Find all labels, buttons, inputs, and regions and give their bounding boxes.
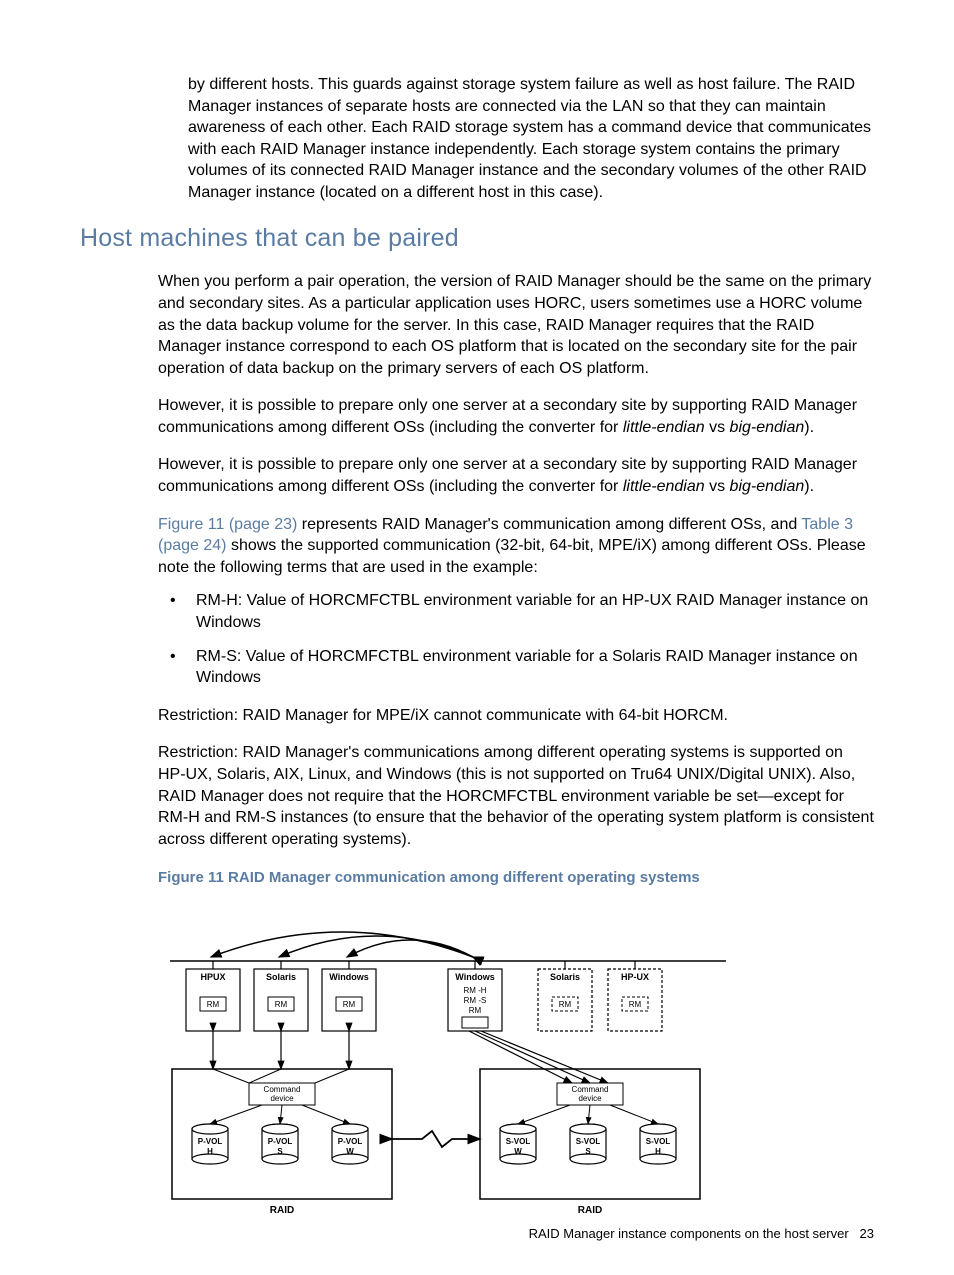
- svg-text:S-VOL: S-VOL: [506, 1137, 531, 1146]
- p3-italic-1: little-endian: [623, 478, 705, 495]
- svg-text:W: W: [346, 1147, 354, 1156]
- svg-text:W: W: [514, 1147, 522, 1156]
- svg-text:Windows: Windows: [455, 972, 494, 982]
- p3-end: ).: [804, 478, 814, 495]
- p2-italic-2: big-endian: [730, 419, 805, 436]
- svg-text:HPUX: HPUX: [200, 972, 225, 982]
- svg-text:P-VOL: P-VOL: [338, 1137, 363, 1146]
- svg-text:Command: Command: [572, 1085, 609, 1094]
- section-heading: Host machines that can be paired: [80, 222, 874, 256]
- svg-text:Solaris: Solaris: [550, 972, 580, 982]
- svg-text:RM: RM: [343, 1000, 356, 1009]
- paragraph-3: However, it is possible to prepare only …: [158, 454, 874, 497]
- p3-italic-2: big-endian: [730, 478, 805, 495]
- svg-text:RM: RM: [207, 1000, 220, 1009]
- paragraph-1: When you perform a pair operation, the v…: [158, 271, 874, 379]
- svg-text:RAID: RAID: [578, 1205, 602, 1216]
- p2-italic-1: little-endian: [623, 419, 705, 436]
- svg-text:H: H: [655, 1147, 661, 1156]
- svg-text:RAID: RAID: [270, 1205, 294, 1216]
- svg-text:RM: RM: [469, 1006, 482, 1015]
- svg-text:device: device: [578, 1094, 602, 1103]
- continued-paragraph: by different hosts. This guards against …: [188, 74, 874, 204]
- p2-mid: vs: [705, 419, 730, 436]
- paragraph-6: Restriction: RAID Manager's communicatio…: [158, 742, 874, 850]
- figure-diagram: HPUX RM Solaris RM Windows RM Windows RM -HRM -…: [158, 899, 874, 1236]
- svg-text:S: S: [277, 1147, 283, 1156]
- svg-text:P-VOL: P-VOL: [198, 1137, 223, 1146]
- svg-text:RM: RM: [275, 1000, 288, 1009]
- svg-text:H: H: [207, 1147, 213, 1156]
- svg-text:S-VOL: S-VOL: [576, 1137, 601, 1146]
- svg-text:Solaris: Solaris: [266, 972, 296, 982]
- svg-text:RM -S: RM -S: [464, 996, 487, 1005]
- paragraph-4: Figure 11 (page 23) represents RAID Mana…: [158, 514, 874, 579]
- xref-figure-11[interactable]: Figure 11 (page 23): [158, 516, 297, 533]
- svg-text:RM: RM: [559, 1000, 572, 1009]
- bullet-list: RM-H: Value of HORCMFCTBL environment va…: [158, 590, 874, 688]
- figure-caption: Figure 11 RAID Manager communication amo…: [158, 868, 874, 888]
- page-footer: RAID Manager instance components on the …: [529, 1225, 874, 1243]
- bullet-item-1: RM-H: Value of HORCMFCTBL environment va…: [158, 590, 874, 633]
- svg-text:device: device: [270, 1094, 294, 1103]
- p2-end: ).: [804, 419, 814, 436]
- p3-mid: vs: [705, 478, 730, 495]
- p4-mid1: represents RAID Manager's communication …: [297, 516, 801, 533]
- svg-text:Command: Command: [264, 1085, 301, 1094]
- svg-text:RM: RM: [629, 1000, 642, 1009]
- svg-text:HP-UX: HP-UX: [621, 972, 649, 982]
- svg-text:Windows: Windows: [329, 972, 368, 982]
- svg-text:S: S: [585, 1147, 591, 1156]
- footer-text: RAID Manager instance components on the …: [529, 1226, 849, 1241]
- bullet-item-2: RM-S: Value of HORCMFCTBL environment va…: [158, 646, 874, 689]
- svg-text:S-VOL: S-VOL: [646, 1137, 671, 1146]
- p4-mid2: shows the supported communication (32-bi…: [158, 537, 866, 576]
- svg-text:RM -H: RM -H: [463, 986, 486, 995]
- paragraph-5: Restriction: RAID Manager for MPE/iX can…: [158, 705, 874, 727]
- footer-page-number: 23: [860, 1226, 874, 1241]
- paragraph-2: However, it is possible to prepare only …: [158, 395, 874, 438]
- svg-text:P-VOL: P-VOL: [268, 1137, 293, 1146]
